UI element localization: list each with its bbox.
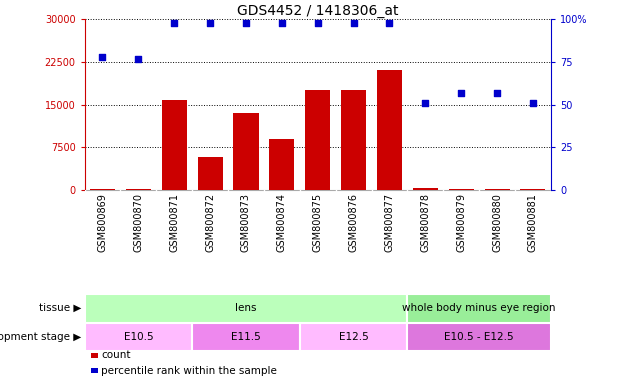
Bar: [85, 294, 408, 323]
Text: whole body minus eye region: whole body minus eye region: [403, 303, 556, 313]
Point: [205, 20, 215, 26]
Text: GSM800871: GSM800871: [169, 193, 179, 252]
Point: [384, 20, 394, 26]
Text: GSM800881: GSM800881: [528, 193, 538, 252]
Text: GSM800869: GSM800869: [98, 193, 108, 252]
Point: [133, 55, 143, 61]
Point: [313, 20, 323, 26]
Bar: [85, 323, 192, 351]
Point: [492, 89, 502, 96]
Text: GSM800874: GSM800874: [277, 193, 287, 252]
Text: E10.5 - E12.5: E10.5 - E12.5: [444, 332, 514, 342]
Bar: [198, 157, 223, 190]
Bar: [269, 139, 294, 190]
Bar: [126, 189, 151, 190]
Bar: [341, 90, 366, 190]
Text: count: count: [101, 350, 131, 360]
Text: percentile rank within the sample: percentile rank within the sample: [101, 366, 277, 376]
Bar: [300, 323, 408, 351]
Bar: [192, 323, 300, 351]
Text: GSM800876: GSM800876: [349, 193, 359, 252]
Bar: [413, 189, 438, 190]
Bar: [162, 100, 187, 190]
Text: E11.5: E11.5: [231, 332, 261, 342]
Text: E12.5: E12.5: [339, 332, 369, 342]
Text: E10.5: E10.5: [123, 332, 153, 342]
Text: lens: lens: [235, 303, 257, 313]
Bar: [485, 189, 510, 190]
Text: GSM800875: GSM800875: [313, 193, 322, 252]
Bar: [520, 189, 545, 190]
Title: GDS4452 / 1418306_at: GDS4452 / 1418306_at: [237, 4, 398, 18]
Bar: [408, 294, 551, 323]
Text: GSM800870: GSM800870: [133, 193, 143, 252]
Bar: [233, 113, 259, 190]
Text: GSM800877: GSM800877: [384, 193, 394, 252]
Point: [456, 89, 466, 96]
Bar: [90, 189, 115, 190]
Bar: [449, 189, 474, 190]
Text: GSM800879: GSM800879: [456, 193, 466, 252]
Point: [98, 54, 108, 60]
Point: [241, 20, 251, 26]
Text: GSM800872: GSM800872: [205, 193, 215, 252]
Bar: [377, 71, 402, 190]
Point: [528, 100, 538, 106]
Bar: [305, 90, 331, 190]
Point: [169, 20, 179, 26]
Point: [277, 20, 287, 26]
Point: [420, 100, 430, 106]
Text: GSM800878: GSM800878: [420, 193, 430, 252]
Text: tissue ▶: tissue ▶: [39, 303, 81, 313]
Text: GSM800880: GSM800880: [492, 193, 502, 252]
Text: GSM800873: GSM800873: [241, 193, 251, 252]
Text: development stage ▶: development stage ▶: [0, 332, 81, 342]
Point: [349, 20, 359, 26]
Bar: [408, 323, 551, 351]
